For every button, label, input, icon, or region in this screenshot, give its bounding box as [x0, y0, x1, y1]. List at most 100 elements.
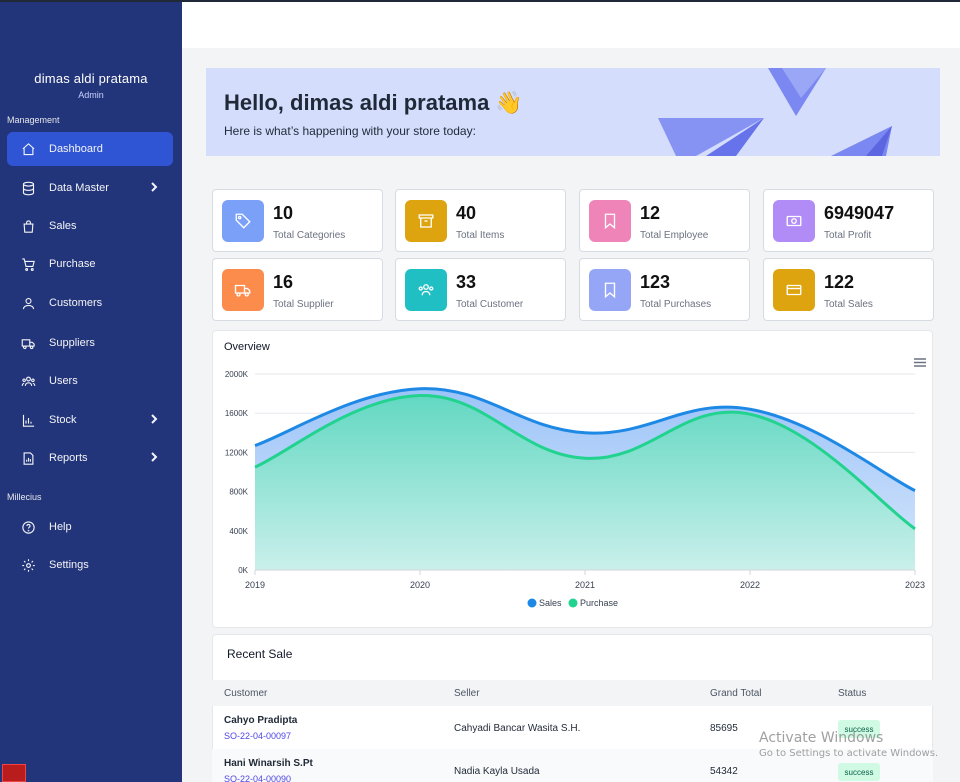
stat-card-employee[interactable]: 12 Total Employee	[579, 189, 750, 252]
sidebar-item-data-master[interactable]: Data Master	[7, 171, 173, 205]
stat-value: 123	[640, 272, 671, 292]
user-role: Admin	[78, 90, 104, 100]
stat-value: 33	[456, 272, 477, 292]
legend-marker-sales	[527, 598, 537, 608]
seller-name: Cahyadi Bancar Wasita S.H.	[454, 723, 581, 734]
grand-total: 54342	[710, 766, 738, 777]
sidebar-item-label: Stock	[49, 414, 77, 426]
sidebar-item-label: Dashboard	[49, 143, 103, 155]
x-tick-label: 2023	[905, 580, 925, 590]
stat-value: 40	[456, 203, 477, 223]
banner-subtitle: Here is what’s happening with your store…	[224, 124, 476, 138]
x-tick-label: 2020	[410, 580, 430, 590]
stat-label: Total Purchases	[640, 299, 712, 310]
sidebar-item-help[interactable]: Help	[7, 510, 173, 544]
sidebar-item-sales[interactable]: Sales	[7, 209, 173, 243]
gear-icon	[20, 557, 36, 573]
sidebar-item-users[interactable]: Users	[7, 364, 173, 398]
shopping-bag-icon	[20, 218, 36, 234]
section-label-millecius: Millecius	[7, 492, 42, 502]
sidebar-item-reports[interactable]: Reports	[7, 441, 173, 475]
stat-card-supplier[interactable]: 16 Total Supplier	[212, 258, 383, 321]
help-icon	[20, 519, 36, 535]
y-tick-label: 1200K	[225, 448, 249, 457]
y-tick-label: 800K	[229, 488, 248, 497]
chart-icon	[20, 412, 36, 428]
status-badge: success	[838, 720, 880, 738]
truck-icon	[20, 335, 36, 351]
laravel-logo-icon	[2, 764, 26, 782]
series-area-purchase	[255, 395, 915, 570]
sidebar-item-label: Suppliers	[49, 337, 95, 349]
recent-sale-title: Recent Sale	[227, 647, 293, 661]
y-tick-label: 1600K	[225, 409, 249, 418]
section-label-management: Management	[7, 115, 60, 125]
stat-card-profit[interactable]: 6949047 Total Profit	[763, 189, 934, 252]
sidebar-item-settings[interactable]: Settings	[7, 548, 173, 582]
order-code-link[interactable]: SO-22-04-00097	[224, 731, 292, 741]
sidebar: dimas aldi pratama Admin Management Dash…	[0, 0, 182, 782]
window-top-border	[0, 0, 960, 2]
users-icon	[405, 269, 447, 311]
stat-label: Total Sales	[824, 299, 873, 310]
x-tick-label: 2022	[740, 580, 760, 590]
home-icon	[20, 141, 36, 157]
sidebar-item-dashboard[interactable]: Dashboard	[7, 132, 173, 166]
stat-label: Total Customer	[456, 299, 524, 310]
cart-icon	[20, 256, 36, 272]
money-icon	[773, 200, 815, 242]
truck-icon	[222, 269, 264, 311]
archive-icon	[405, 200, 447, 242]
stat-label: Total Items	[456, 230, 505, 241]
chart-title: Overview	[224, 341, 270, 353]
database-icon	[20, 180, 36, 196]
sidebar-item-label: Settings	[49, 559, 89, 571]
credit-card-icon	[773, 269, 815, 311]
banner-title: Hello, dimas aldi pratama 👋	[224, 90, 523, 115]
sidebar-item-label: Help	[49, 521, 72, 533]
report-icon	[20, 450, 36, 466]
sidebar-item-label: Reports	[49, 452, 88, 464]
status-badge: success	[838, 763, 880, 781]
order-code-link[interactable]: SO-22-04-00090	[224, 774, 292, 782]
stat-label: Total Supplier	[273, 299, 334, 310]
stat-card-categories[interactable]: 10 Total Categories	[212, 189, 383, 252]
sidebar-item-customers[interactable]: Customers	[7, 286, 173, 320]
stat-card-customer[interactable]: 33 Total Customer	[395, 258, 566, 321]
bookmark-icon	[589, 200, 631, 242]
y-tick-label: 0K	[238, 566, 248, 575]
legend-marker-purchase	[568, 598, 578, 608]
chevron-right-icon	[149, 414, 159, 424]
y-tick-label: 400K	[229, 527, 248, 536]
stat-value: 6949047	[824, 203, 895, 223]
legend-label-purchase: Purchase	[580, 598, 618, 608]
stat-value: 122	[824, 272, 855, 292]
series-line-purchase	[254, 394, 916, 531]
welcome-banner: Hello, dimas aldi pratama 👋 Here is what…	[206, 68, 940, 156]
x-tick-label: 2019	[245, 580, 265, 590]
chevron-right-icon	[149, 182, 159, 192]
sidebar-item-suppliers[interactable]: Suppliers	[7, 326, 173, 360]
stat-card-purchases[interactable]: 123 Total Purchases	[579, 258, 750, 321]
user-name: dimas aldi pratama	[34, 71, 148, 86]
stat-card-items[interactable]: 40 Total Items	[395, 189, 566, 252]
chevron-right-icon	[149, 452, 159, 462]
stat-value: 12	[640, 203, 661, 223]
users-icon	[20, 373, 36, 389]
bookmark-icon	[589, 269, 631, 311]
sidebar-item-label: Purchase	[49, 258, 96, 270]
customer-name: Hani Winarsih S.Pt	[224, 758, 313, 769]
grand-total: 85695	[710, 723, 738, 734]
legend-label-sales: Sales	[539, 598, 562, 608]
column-header-seller: Seller	[454, 688, 480, 699]
top-navbar	[182, 2, 960, 48]
stat-value: 10	[273, 203, 294, 223]
stat-card-sales[interactable]: 122 Total Sales	[763, 258, 934, 321]
column-header-status: Status	[838, 688, 867, 699]
sidebar-item-stock[interactable]: Stock	[7, 403, 173, 437]
user-group-icon	[20, 295, 36, 311]
sidebar-item-purchase[interactable]: Purchase	[7, 247, 173, 281]
chart-menu-icon[interactable]	[914, 358, 926, 367]
stat-value: 16	[273, 272, 294, 292]
table-row	[212, 749, 933, 782]
